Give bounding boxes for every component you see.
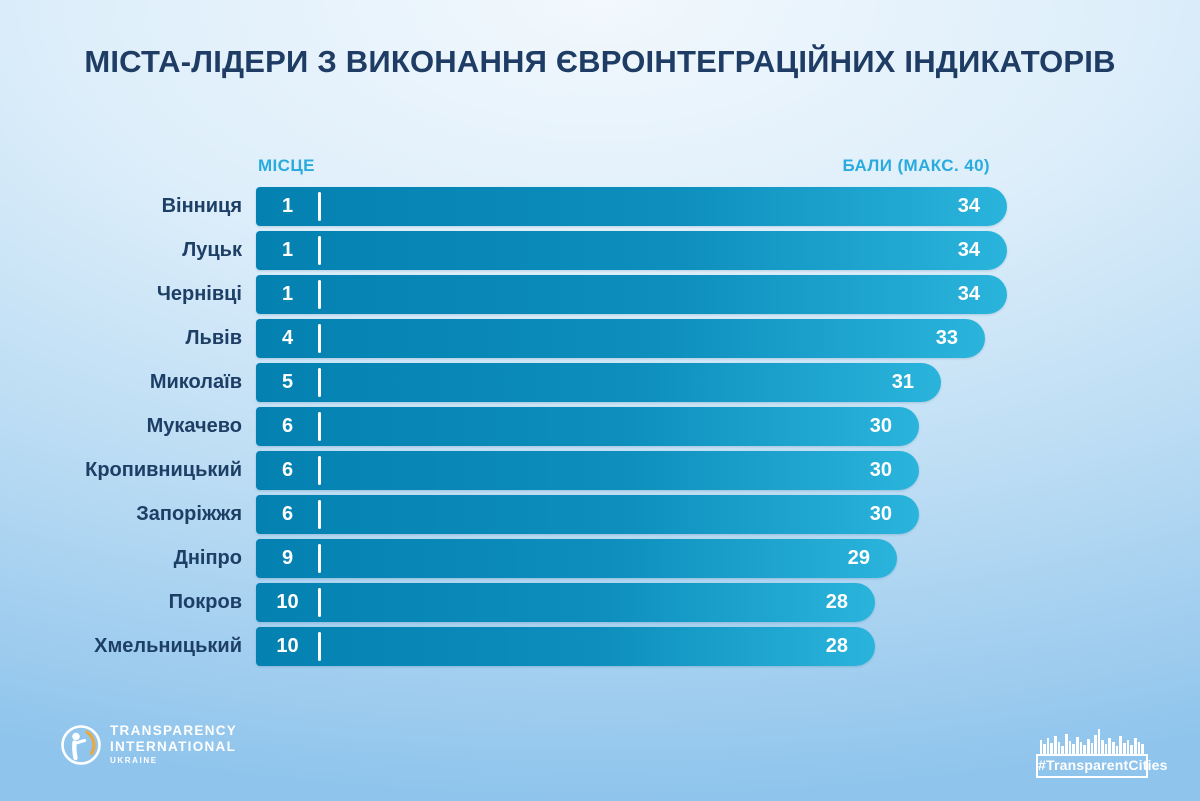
rank-separator [318, 236, 321, 265]
score-value: 30 [869, 503, 892, 525]
score-value: 33 [935, 327, 958, 349]
chart-row: Хмельницький 10 28 [0, 627, 1200, 666]
ti-logo-line3: UKRAINE [110, 756, 158, 765]
score-value: 31 [891, 371, 914, 393]
chart-row: Львів 4 33 [0, 319, 1200, 358]
rank-separator [318, 280, 321, 309]
chart-row: Луцьк 1 34 [0, 231, 1200, 270]
score-value: 30 [869, 459, 892, 481]
score-bar: 1 34 [256, 275, 1007, 314]
rank-value: 6 [281, 503, 294, 525]
city-label: Мукачево [146, 415, 242, 437]
chart-row: Чернівці 1 34 [0, 275, 1200, 314]
rank-separator [318, 588, 321, 617]
chart-rows: Вінниця 1 34 Луцьк 1 34 Чернівці 1 34 Ль… [0, 187, 1200, 666]
city-skyline-icon [1040, 729, 1144, 754]
column-header-place: МІСЦЕ [258, 156, 315, 175]
score-bar: 6 30 [256, 407, 919, 446]
column-header-score: БАЛИ (МАКС. 40) [842, 156, 990, 175]
rank-value: 4 [281, 327, 294, 349]
chart-row: Дніпро 9 29 [0, 539, 1200, 578]
rank-separator [318, 192, 321, 221]
score-bar: 6 30 [256, 451, 919, 490]
score-value: 28 [825, 635, 848, 657]
score-value: 29 [847, 547, 870, 569]
ti-logo-line2: INTERNATIONAL [110, 739, 237, 754]
ti-logo-text: TRANSPARENCY INTERNATIONAL UKRAINE [110, 723, 237, 766]
score-bar: 6 30 [256, 495, 919, 534]
page-title: МІСТА-ЛІДЕРИ З ВИКОНАННЯ ЄВРОІНТЕГРАЦІЙН… [84, 44, 1116, 79]
rank-value: 1 [281, 239, 294, 261]
chart-row: Мукачево 6 30 [0, 407, 1200, 446]
score-value: 28 [825, 591, 848, 613]
hashtag-label: #TransparentCities [1036, 754, 1167, 778]
chart-row: Миколаїв 5 31 [0, 363, 1200, 402]
rank-separator [318, 412, 321, 441]
rank-separator [318, 324, 321, 353]
city-label: Кропивницький [85, 459, 242, 481]
chart-header-row: МІСЦЕ БАЛИ (МАКС. 40) [0, 148, 1200, 187]
rank-separator [318, 632, 321, 661]
score-bar: 5 31 [256, 363, 941, 402]
rank-value: 10 [276, 635, 299, 657]
ti-logo-line1: TRANSPARENCY [110, 723, 238, 738]
city-label: Миколаїв [149, 371, 242, 393]
score-bar: 4 33 [256, 319, 985, 358]
rank-value: 1 [281, 283, 294, 305]
score-bar: 1 34 [256, 231, 1007, 270]
rank-value: 1 [281, 195, 294, 217]
score-value: 34 [957, 283, 980, 305]
rank-value: 6 [281, 415, 294, 437]
transparent-cities-badge: #TransparentCities [1036, 728, 1167, 778]
chart-row: Покров 10 28 [0, 583, 1200, 622]
transparency-international-logo: TRANSPARENCY INTERNATIONAL UKRAINE [60, 723, 237, 766]
score-value: 34 [957, 195, 980, 217]
score-value: 30 [869, 415, 892, 437]
city-label: Вінниця [161, 195, 242, 217]
rank-separator [318, 544, 321, 573]
score-bar: 1 34 [256, 187, 1007, 226]
city-label: Дніпро [173, 547, 242, 569]
rank-separator [318, 456, 321, 485]
bar-chart: МІСЦЕ БАЛИ (МАКС. 40) Вінниця 1 34 Луцьк… [0, 148, 1200, 671]
city-label: Луцьк [182, 239, 242, 261]
score-bar: 9 29 [256, 539, 897, 578]
city-label: Хмельницький [94, 635, 242, 657]
ti-logo-icon [61, 724, 101, 765]
rank-separator [318, 368, 321, 397]
rank-value: 10 [276, 591, 299, 613]
rank-value: 5 [281, 371, 294, 393]
chart-row: Вінниця 1 34 [0, 187, 1200, 226]
rank-separator [318, 500, 321, 529]
chart-row: Запоріжжя 6 30 [0, 495, 1200, 534]
rank-value: 9 [281, 547, 294, 569]
rank-value: 6 [281, 459, 294, 481]
score-bar: 10 28 [256, 627, 875, 666]
city-label: Чернівці [156, 283, 242, 305]
score-bar: 10 28 [256, 583, 875, 622]
city-label: Покров [168, 591, 242, 613]
city-label: Запоріжжя [136, 503, 242, 525]
score-value: 34 [957, 239, 980, 261]
chart-row: Кропивницький 6 30 [0, 451, 1200, 490]
city-label: Львів [185, 327, 242, 349]
